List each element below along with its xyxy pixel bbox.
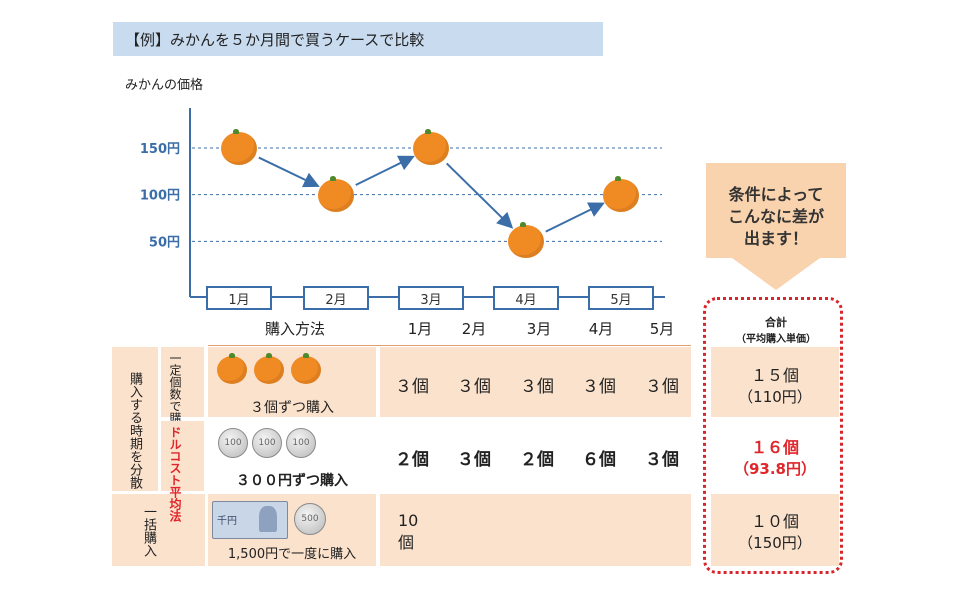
- x-category-box: [303, 286, 369, 310]
- row1-month-5: ３個: [645, 377, 679, 397]
- coin-icon: 100: [286, 428, 316, 458]
- x-tick-label: 1月: [228, 293, 249, 308]
- coin-icon: 100: [252, 428, 282, 458]
- row1-total-sub: （110円）: [738, 388, 812, 406]
- group-label: 購入する時期を分散: [127, 372, 142, 489]
- row3-month-1: 10個: [398, 511, 419, 552]
- x-tick-label: 4月: [515, 293, 536, 308]
- row1-sub-label: 一定個数で購入: [168, 352, 182, 436]
- row1-month-4: ３個: [582, 377, 616, 397]
- price-point-orange: [221, 129, 257, 165]
- row2-sub-label: ドルコスト平均法: [168, 426, 182, 522]
- row2-month-1: ２個: [395, 450, 429, 470]
- header-divider: [208, 345, 691, 346]
- row1-month-3: ３個: [520, 377, 554, 397]
- group-side: [112, 347, 158, 491]
- trend-arrow: [355, 155, 415, 186]
- x-category-box: [588, 286, 654, 310]
- row2-month-2: ３個: [457, 450, 491, 470]
- banner-title: 【例】みかんを５か月間で買うケースで比較: [125, 31, 425, 49]
- header-method: 購入方法: [264, 320, 325, 338]
- row3-total: １０個: [750, 512, 799, 531]
- callout-line-3: 出ます！: [743, 229, 808, 248]
- price-point-orange: [318, 175, 354, 212]
- row1-values-cell: [380, 347, 691, 417]
- row1-month-2: ３個: [457, 377, 491, 397]
- x-category-box: [493, 286, 559, 310]
- row1-method: ３個ずつ購入: [250, 400, 334, 416]
- callout-text: 条件によって こんなに差が 出ます！: [706, 184, 846, 250]
- row2-total: １６個: [750, 438, 799, 457]
- header-total: 合計: [765, 316, 787, 329]
- trend-arrow: [445, 162, 514, 229]
- x-tick-label: 2月: [325, 293, 346, 308]
- y-tick-label: 150円: [140, 142, 180, 157]
- lump-side: [112, 494, 205, 566]
- title-banner: 【例】みかんを５か月間で買うケースで比較: [113, 22, 603, 56]
- row1-month-1: ３個: [395, 377, 429, 397]
- lump-label: 一括購入: [141, 505, 156, 557]
- price-point-orange: [508, 222, 544, 259]
- banknote-icon: 千円: [212, 501, 288, 539]
- x-tick-label: 5月: [610, 293, 631, 308]
- callout-shape: [706, 163, 846, 290]
- row3-method: 1,500円で一度に購入: [227, 547, 357, 562]
- row1-total-cell: [711, 347, 839, 417]
- row2-month-5: ３個: [645, 450, 679, 470]
- callout-line-2: こんなに差が: [727, 207, 824, 226]
- row2-month-3: ２個: [520, 450, 554, 470]
- x-category-box: [398, 286, 464, 310]
- header-month-2: 2月: [461, 320, 487, 338]
- row1-sub-cell: [161, 347, 204, 417]
- price-point-orange: [413, 129, 449, 165]
- row2-sub-cell: [161, 421, 204, 491]
- row3-total-cell: [711, 494, 839, 566]
- callout-line-1: 条件によって: [728, 185, 824, 204]
- y-axis-label: みかんの価格: [125, 78, 204, 93]
- y-tick-label: 50円: [149, 235, 180, 250]
- x-tick-label: 3月: [420, 293, 441, 308]
- x-category-box: [206, 286, 272, 310]
- orange-icon: [217, 353, 247, 384]
- y-tick-label: 100円: [140, 189, 180, 204]
- row2-total-sub: （93.8円）: [733, 460, 816, 478]
- header-month-5: 5月: [649, 320, 675, 338]
- coin-500-icon: 500: [294, 503, 326, 535]
- orange-icon: [291, 353, 321, 384]
- total-highlight-box: [703, 297, 843, 574]
- header-month-3: 3月: [526, 320, 552, 338]
- orange-icon: [254, 353, 284, 384]
- header-month-4: 4月: [588, 320, 614, 338]
- portrait-icon: [259, 506, 277, 532]
- trend-arrow: [258, 156, 320, 188]
- row3-values-cell: [380, 494, 691, 566]
- row1-total: １５個: [750, 366, 799, 385]
- header-month-1: 1月: [407, 320, 433, 338]
- coin-icon: 100: [218, 428, 248, 458]
- row3-total-sub: （150円）: [738, 534, 812, 552]
- price-point-orange: [603, 175, 639, 212]
- header-total-sub: （平均購入単価）: [736, 334, 816, 345]
- row2-method: ３００円ずつ購入: [236, 473, 348, 489]
- row2-month-4: ６個: [582, 450, 616, 470]
- trend-arrow: [545, 202, 605, 233]
